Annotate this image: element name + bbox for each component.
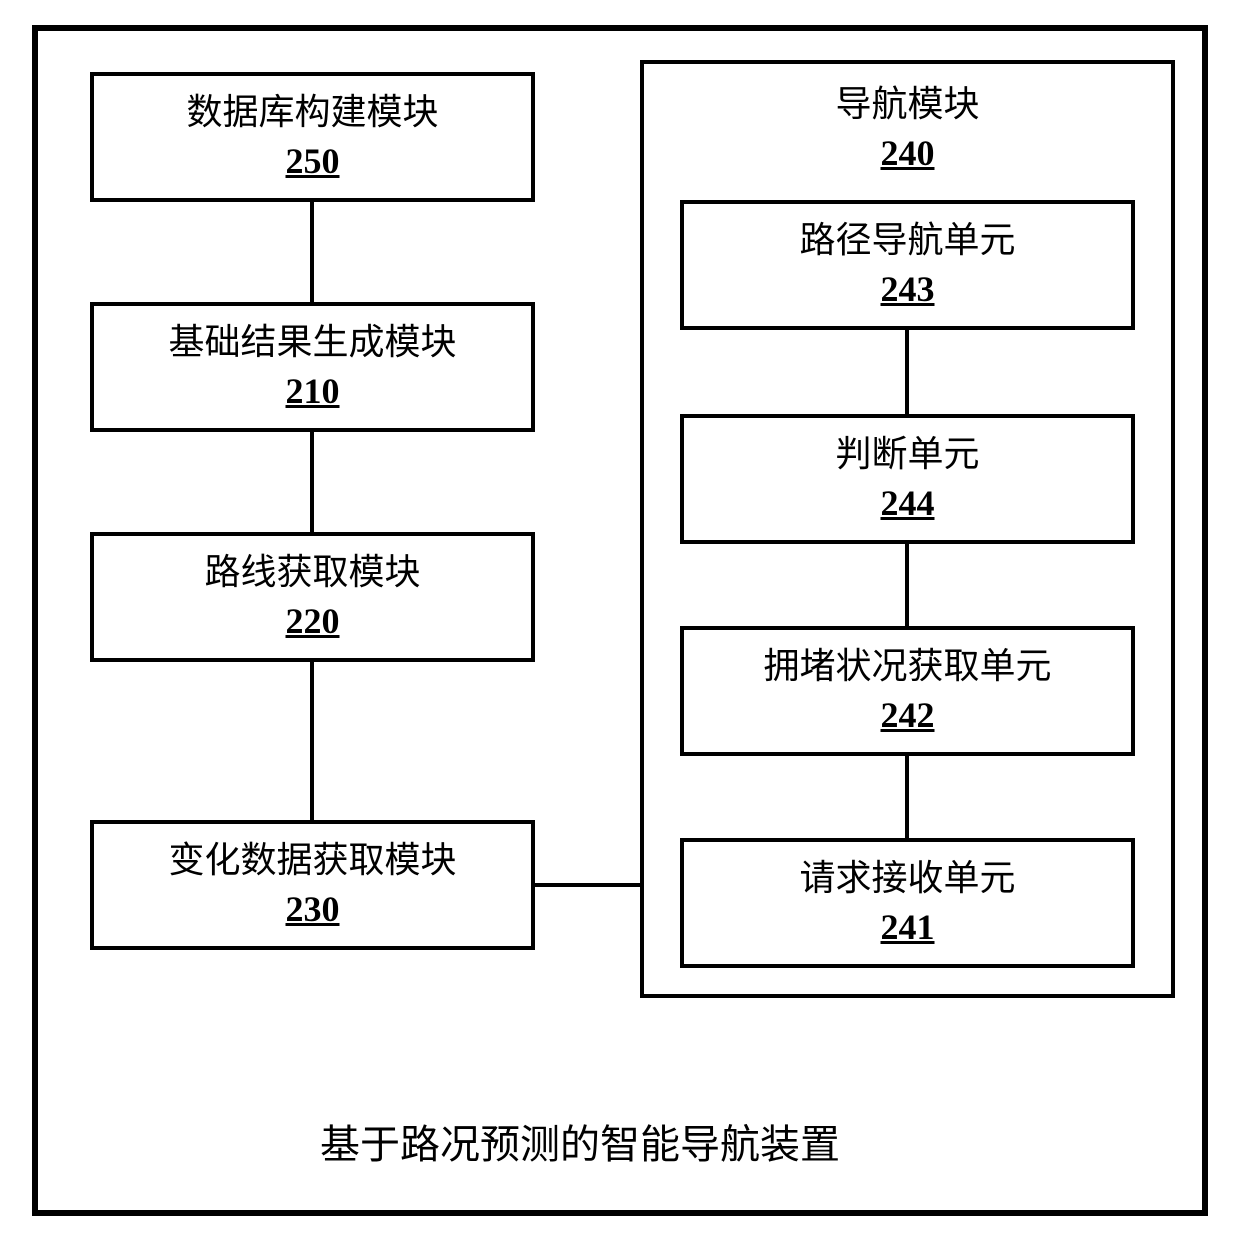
node-title: 导航模块 [835,82,979,127]
node-title: 拥堵状况获取单元 [763,644,1051,689]
node-number: 241 [881,905,935,950]
node-navigation-module-header: 导航模块 240 [680,78,1135,180]
node-title: 数据库构建模块 [186,90,438,135]
node-judgment-unit: 判断单元 244 [680,414,1135,544]
node-number: 250 [286,139,340,184]
node-number: 240 [881,131,935,176]
edge [310,432,314,532]
node-congestion-status-unit: 拥堵状况获取单元 242 [680,626,1135,756]
edge [310,202,314,302]
node-title: 路径导航单元 [799,218,1015,263]
node-route-acquire-module: 路线获取模块 220 [90,532,535,662]
node-change-data-acquire-module: 变化数据获取模块 230 [90,820,535,950]
edge [310,662,314,820]
edge [535,883,640,887]
edge [905,756,909,838]
node-number: 220 [286,599,340,644]
node-title: 判断单元 [835,432,979,477]
node-number: 243 [881,267,935,312]
node-number: 210 [286,369,340,414]
edge [905,544,909,626]
node-request-receive-unit: 请求接收单元 241 [680,838,1135,968]
node-title: 基础结果生成模块 [168,320,456,365]
node-title: 请求接收单元 [799,856,1015,901]
diagram-caption: 基于路况预测的智能导航装置 [320,1112,840,1170]
node-title: 变化数据获取模块 [168,838,456,883]
node-number: 230 [286,887,340,932]
node-number: 244 [881,481,935,526]
node-database-build-module: 数据库构建模块 250 [90,72,535,202]
node-path-nav-unit: 路径导航单元 243 [680,200,1135,330]
node-title: 路线获取模块 [204,550,420,595]
node-base-result-gen-module: 基础结果生成模块 210 [90,302,535,432]
edge [905,330,909,414]
diagram-canvas: 数据库构建模块 250 基础结果生成模块 210 路线获取模块 220 变化数据… [0,0,1240,1241]
node-number: 242 [881,693,935,738]
